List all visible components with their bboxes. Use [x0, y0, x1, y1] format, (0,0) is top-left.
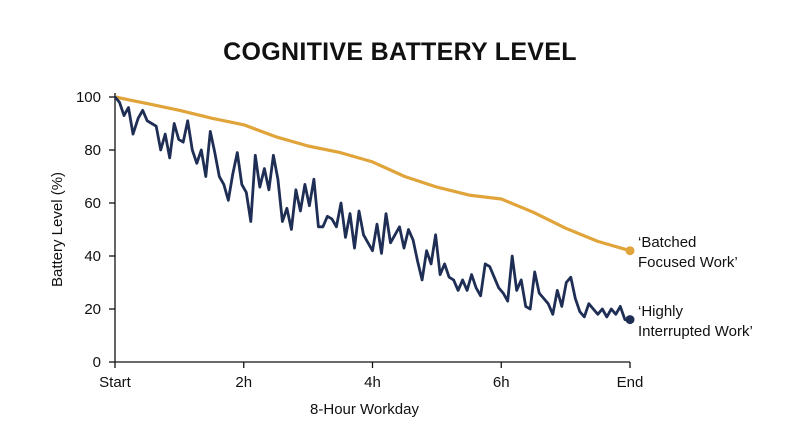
x-axis-title: 8-Hour Workday [310, 401, 419, 418]
y-tick-label: 0 [93, 354, 101, 371]
x-tick-label: 6h [493, 374, 510, 391]
series-label-batched: ‘Batched Focused Work’ [638, 234, 738, 271]
series-line-interrupted [113, 95, 632, 322]
series-label-line: ‘Highly [638, 303, 684, 320]
y-tick-label: 20 [84, 301, 101, 318]
series-line-batched [113, 95, 632, 253]
y-tick-label: 100 [76, 89, 101, 106]
x-tick-label: Start [99, 374, 132, 391]
x-tick-label: 4h [364, 374, 381, 391]
series-label-line: ‘Batched [638, 234, 696, 251]
series-label-line: Interrupted Work’ [638, 323, 753, 340]
y-tick-label: 60 [84, 195, 101, 212]
x-tick-label: 2h [235, 374, 252, 391]
chart-title: COGNITIVE BATTERY LEVEL [223, 38, 577, 66]
series-end-marker [625, 246, 635, 256]
y-tick-label: 80 [84, 142, 101, 159]
y-tick-label: 40 [84, 248, 101, 265]
series-end-marker [625, 315, 635, 325]
axes: 0 20 40 60 80 100 Start 2h 4h 6h End 8-Hour Workday… [49, 89, 643, 418]
series-group [113, 95, 635, 325]
series-labels: ‘Batched Focused Work’ ‘Highly Interrupted … [638, 234, 753, 340]
series-label-line: Focused Work’ [638, 254, 738, 271]
y-axis-title: Battery Level (%) [49, 172, 66, 287]
series-label-interrupted: ‘Highly Interrupted Work’ [638, 303, 753, 340]
x-tick-label: End [617, 374, 644, 391]
